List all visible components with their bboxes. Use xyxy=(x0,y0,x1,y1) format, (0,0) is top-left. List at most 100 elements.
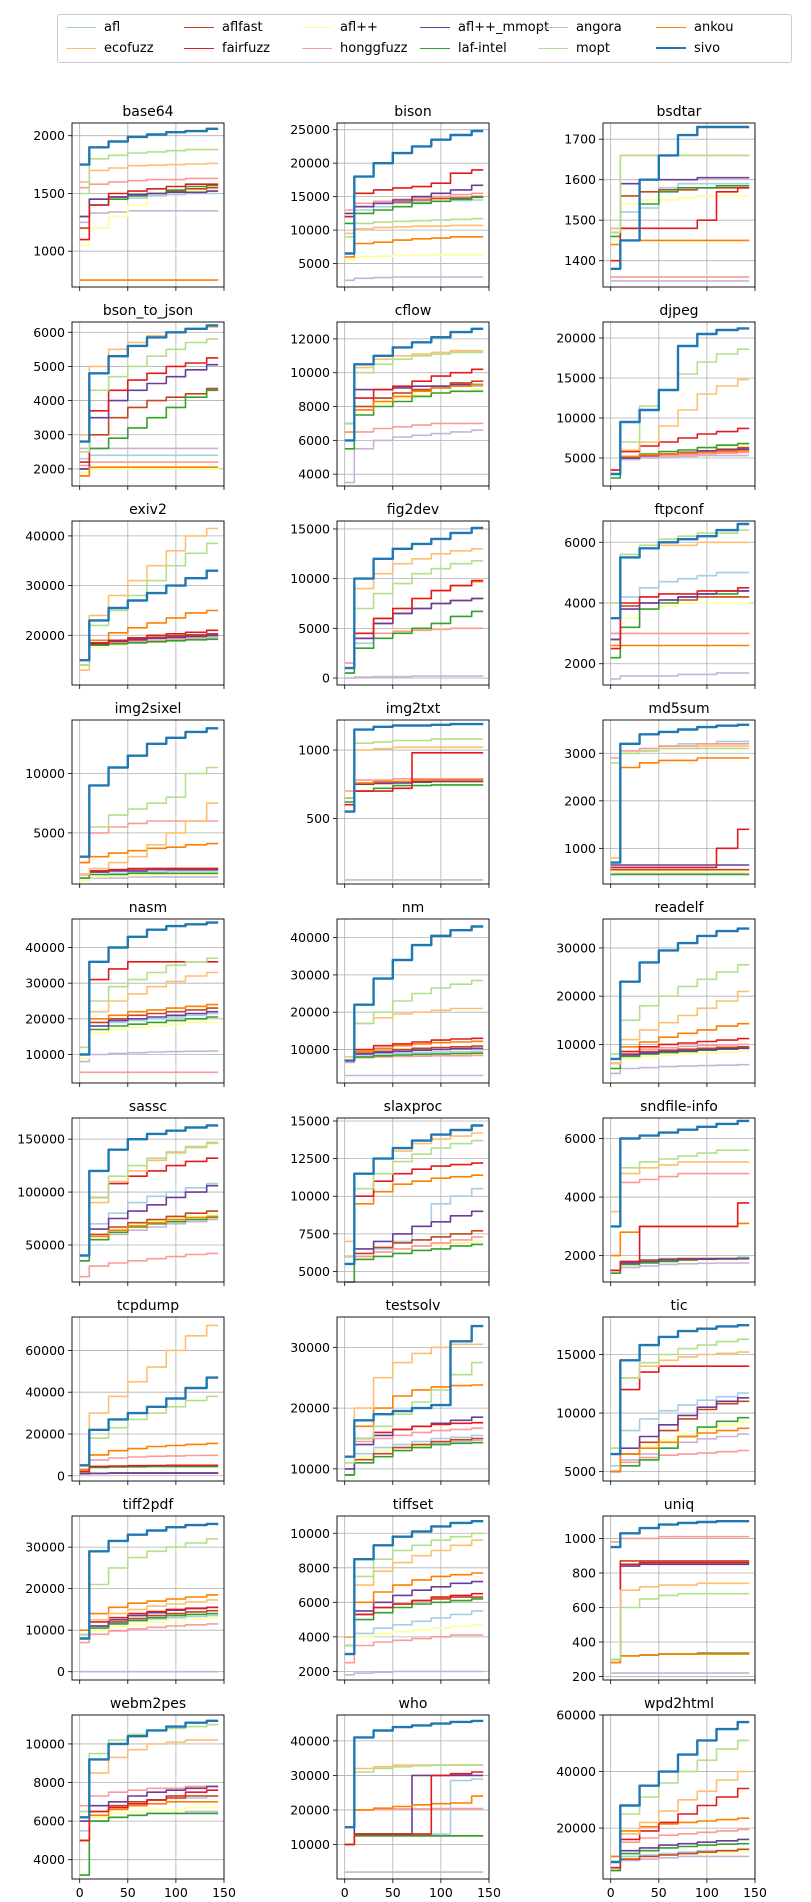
series-line-afl++ xyxy=(79,189,219,247)
y-tick-label: 40000 xyxy=(556,1764,596,1779)
plot-frame xyxy=(71,918,225,1084)
chart-bison: bison 5000 10000 15000 20000 25000 xyxy=(290,104,490,291)
y-tick-label: 1500 xyxy=(564,213,596,228)
series-line-laf-intel xyxy=(344,1441,484,1476)
series-line-fairfuzz xyxy=(79,1157,219,1257)
legend-entry-honggfuzz: honggfuzz xyxy=(302,40,407,56)
y-tick-label: 10000 xyxy=(556,411,596,426)
y-tick-label: 10000 xyxy=(290,1461,330,1476)
y-tick-label: 6000 xyxy=(298,1595,330,1610)
chart-md5sum: md5sum 1000 2000 3000 xyxy=(564,701,756,888)
series-line-laf-intel xyxy=(79,1812,219,1876)
legend-swatch xyxy=(66,47,96,49)
series-line-ecofuzz xyxy=(79,971,219,1056)
y-tick-label: 10000 xyxy=(290,1837,330,1852)
chart-webm2pes: webm2pes 4000 6000 8000 10000 0 50 100 150 xyxy=(25,1696,236,1900)
series-line-sivo xyxy=(344,1719,484,1829)
series-line-ankou xyxy=(79,1442,219,1471)
series-line-afl++_mmopt xyxy=(610,1563,750,1661)
y-tick-label: 15000 xyxy=(290,521,330,536)
y-tick-label: 10000 xyxy=(25,1047,65,1062)
series-line-ankou xyxy=(610,757,750,864)
legend-swatch xyxy=(184,47,214,49)
chart-bsdtar: bsdtar 1400 1500 1600 1700 xyxy=(564,104,756,291)
legend-swatch xyxy=(538,47,568,49)
plot-frame xyxy=(71,1117,225,1283)
series-line-fairfuzz xyxy=(79,357,219,463)
chart-title: ftpconf xyxy=(654,502,704,518)
series-line-mopt xyxy=(79,338,219,453)
series-line-ankou xyxy=(344,1174,484,1258)
chart-sassc: sassc 50000 100000 150000 xyxy=(17,1099,225,1286)
series-line-sivo xyxy=(79,1719,219,1819)
legend-entry-afl: afl xyxy=(66,19,120,35)
legend-label: angora xyxy=(576,19,622,35)
chart-exiv2: exiv2 20000 30000 40000 xyxy=(25,502,225,689)
y-tick-label: 20000 xyxy=(556,331,596,346)
series-line-afl++_mmopt xyxy=(610,176,750,230)
y-tick-label: 20000 xyxy=(290,156,330,171)
legend: afl aflfast afl++ afl++_mmopt angora ankou eco… xyxy=(57,14,792,63)
series-line-ankou xyxy=(344,1572,484,1638)
y-tick-label: 4000 xyxy=(33,1852,65,1867)
chart-title: md5sum xyxy=(648,701,709,717)
series-line-laf-intel xyxy=(79,1465,219,1473)
series-line-sivo xyxy=(344,1124,484,1266)
series-line-laf-intel xyxy=(79,638,219,661)
series-line-honggfuzz xyxy=(79,461,219,467)
y-tick-label: 30000 xyxy=(25,1540,65,1555)
series-line-sivo xyxy=(344,1324,484,1458)
series-line-honggfuzz xyxy=(344,778,484,792)
series-line-afl++_mmopt xyxy=(344,1210,484,1265)
y-tick-label: 2000 xyxy=(564,1248,596,1263)
y-tick-label: 20000 xyxy=(25,628,65,643)
series-line-laf-intel xyxy=(344,390,484,450)
series-line-fairfuzz xyxy=(79,1789,219,1842)
series-line-angora xyxy=(610,1262,750,1274)
series-line-afl xyxy=(610,182,750,234)
series-line-ankou xyxy=(344,1384,484,1458)
series-line-laf-intel xyxy=(344,1598,484,1647)
series-line-afl++ xyxy=(344,1624,484,1647)
y-tick-label: 6000 xyxy=(33,325,65,340)
chart-title: cflow xyxy=(395,303,432,319)
y-tick-label: 15000 xyxy=(556,371,596,386)
series-line-honggfuzz xyxy=(79,1252,219,1278)
series-line-fairfuzz xyxy=(610,1561,750,1661)
series-line-afl xyxy=(79,454,219,460)
series-line-ankou xyxy=(610,450,750,471)
legend-label: afl xyxy=(104,19,121,35)
y-tick-label: 30000 xyxy=(290,1768,330,1783)
legend-entry-sivo: sivo xyxy=(656,40,720,56)
legend-swatch xyxy=(538,26,568,28)
chart-tic: tic 5000 10000 15000 xyxy=(556,1298,756,1485)
y-tick-label: 50000 xyxy=(25,1237,65,1252)
series-line-afl++ xyxy=(610,195,750,242)
series-line-afl++_mmopt xyxy=(610,1257,750,1272)
series-line-afl++_mmopt xyxy=(344,1047,484,1062)
y-tick-label: 10000 xyxy=(25,1623,65,1638)
series-line-angora xyxy=(610,1063,750,1075)
series-line-afl++_mmopt xyxy=(344,597,484,669)
x-tick-label: 50 xyxy=(120,1885,136,1900)
series-line-ankou xyxy=(79,1003,219,1056)
y-tick-label: 200 xyxy=(572,1669,596,1684)
y-tick-label: 10000 xyxy=(290,1189,330,1204)
series-line-afl++ xyxy=(79,1806,219,1842)
chart-title: sndfile-info xyxy=(640,1099,718,1115)
legend-entry-mopt: mopt xyxy=(538,40,610,56)
legend-entry-ankou: ankou xyxy=(656,19,733,35)
series-line-fairfuzz xyxy=(610,828,750,869)
chart-title: djpeg xyxy=(659,303,698,319)
series-line-mopt xyxy=(344,560,484,669)
legend-label: afl++_mmopt xyxy=(458,19,550,35)
series-line-aflfast xyxy=(344,1437,484,1476)
y-tick-label: 1000 xyxy=(564,1531,596,1546)
series-line-fairfuzz xyxy=(79,1464,219,1473)
y-tick-label: 800 xyxy=(572,1565,596,1580)
series-line-fairfuzz xyxy=(344,579,484,669)
series-line-mopt xyxy=(79,1395,219,1467)
series-line-aflfast xyxy=(79,1007,219,1056)
chart-slaxproc: slaxproc 5000 7500 10000 12500 15000 xyxy=(290,1099,490,1286)
series-line-afl xyxy=(344,1050,484,1062)
